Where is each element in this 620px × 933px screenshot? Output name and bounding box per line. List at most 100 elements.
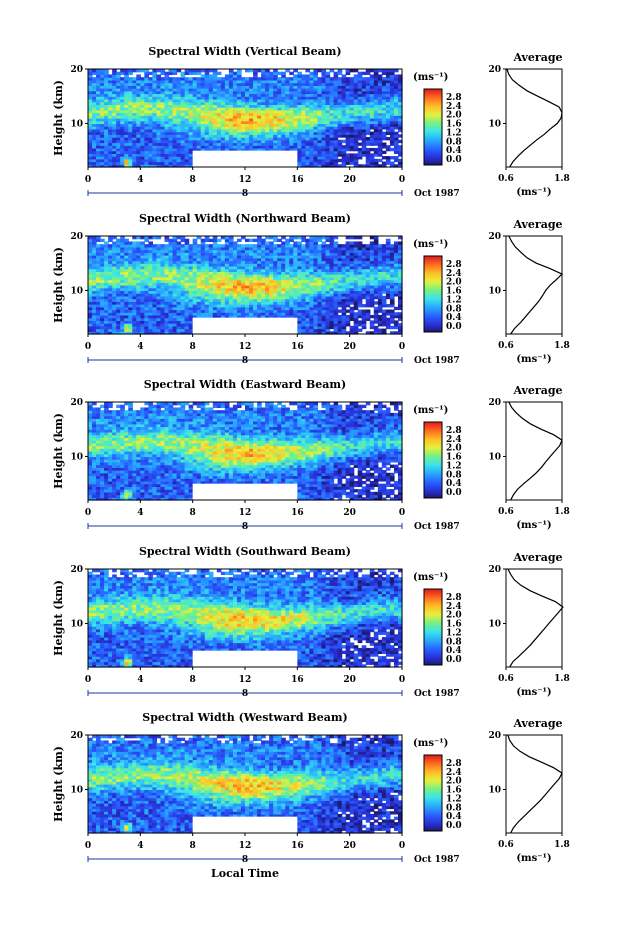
heatmap-cell	[342, 244, 347, 247]
heatmap-cell	[205, 244, 210, 247]
heatmap-cell	[233, 241, 238, 244]
heatmap-cell	[297, 72, 302, 75]
heatmap-cell	[197, 244, 202, 247]
heatmap-cell	[185, 77, 190, 80]
heatmap-cell	[362, 77, 367, 80]
heatmap-cell	[156, 244, 161, 247]
profile-y-tick-label: 10	[488, 119, 501, 129]
heatmap-cell	[394, 156, 399, 159]
heatmap-cell	[169, 77, 174, 80]
heatmap-cell	[370, 153, 375, 156]
date-marker: 8	[242, 189, 248, 199]
heatmap-cell	[326, 72, 331, 75]
heatmap-cell	[382, 162, 387, 165]
heatmap-cell	[390, 156, 395, 159]
heatmap-cell	[160, 77, 165, 80]
heatmap-cell	[317, 244, 322, 247]
heatmap-cell	[382, 143, 387, 146]
profile-x-tick-label: 0.6	[498, 174, 514, 184]
heatmap-cell	[350, 153, 355, 156]
heatmap-cell	[342, 74, 347, 77]
heatmap-cell	[330, 77, 335, 80]
heatmap-cell	[201, 74, 206, 77]
data-gap	[193, 151, 298, 168]
heatmap-cell	[217, 77, 222, 80]
x-tick-label: 12	[239, 175, 252, 185]
heatmap-cell	[293, 241, 298, 244]
heatmap-cell	[116, 239, 121, 242]
heatmap-cell	[140, 241, 145, 244]
heatmap-cell	[132, 241, 137, 244]
heatmap-cell	[181, 72, 186, 75]
heatmap-cell	[233, 72, 238, 75]
heatmap-cell	[358, 148, 363, 151]
heatmap-cell	[366, 77, 371, 80]
heatmap-cell	[249, 239, 254, 242]
heatmap-cell	[201, 239, 206, 242]
heatmap-cell	[245, 239, 250, 242]
heatmap-cell	[273, 244, 278, 247]
heatmap-cell	[305, 239, 310, 242]
heatmap-cell	[374, 148, 379, 151]
heatmap-cell	[289, 244, 294, 247]
heatmap-cell	[338, 77, 343, 80]
heatmap-cell	[209, 239, 214, 242]
heatmap-cell	[144, 244, 149, 247]
heatmap-cell	[281, 72, 286, 75]
heatmap-cell	[358, 143, 363, 146]
heatmap-cell	[148, 77, 153, 80]
heatmap-cell	[289, 77, 294, 80]
heatmap-cell	[148, 72, 153, 75]
heatmap-cell	[261, 239, 266, 242]
heatmap-cell	[293, 74, 298, 77]
heatmap-cell	[342, 140, 347, 143]
heatmap-cell	[338, 310, 343, 313]
heatmap-cell	[309, 72, 314, 75]
heatmap-cell	[132, 77, 137, 80]
heatmap-cell	[390, 148, 395, 151]
heatmap-cell	[378, 74, 383, 77]
heatmap-cell	[334, 72, 339, 75]
y-axis-label: Height (km)	[52, 80, 65, 156]
heatmap-cell	[386, 145, 391, 148]
heatmap-cell	[338, 140, 343, 143]
heatmap-cell	[289, 72, 294, 75]
heatmap-cell	[354, 74, 359, 77]
heatmap-cell	[185, 239, 190, 242]
heatmap-cell	[277, 77, 282, 80]
heatmap-cell	[346, 77, 351, 80]
heatmap-cell	[116, 72, 121, 75]
heatmap-cell	[100, 244, 105, 247]
heatmap-cell	[285, 77, 290, 80]
heatmap-cell	[370, 132, 375, 135]
heatmap-cell	[338, 159, 343, 162]
heatmap-cell	[173, 77, 178, 80]
heatmap-cell	[334, 241, 339, 244]
heatmap-cell	[181, 244, 186, 247]
heatmap-cell	[394, 74, 399, 77]
heatmap-cell	[148, 241, 153, 244]
heatmap-cell	[257, 77, 262, 80]
heatmap-cell	[241, 77, 246, 80]
heatmap-cell	[370, 148, 375, 151]
x-tick-label: 4	[137, 175, 143, 185]
heatmap-cell	[164, 244, 169, 247]
heatmap-cell	[136, 241, 141, 244]
heatmap-cell	[338, 315, 343, 318]
profile-frame	[506, 69, 562, 167]
heatmap-cell	[321, 241, 326, 244]
heatmap-cell	[108, 74, 113, 77]
heatmap-cell	[382, 132, 387, 135]
heatmap-cell	[277, 244, 282, 247]
heatmap-cell	[358, 72, 363, 75]
heatmap-cell	[156, 74, 161, 77]
heatmap-cell	[112, 241, 117, 244]
x-tick-label: 0	[399, 175, 405, 185]
heatmap-cell	[237, 239, 242, 242]
heatmap-cell	[193, 77, 198, 80]
heatmap-cell	[128, 77, 133, 80]
heatmap-cell	[189, 244, 194, 247]
heatmap-cell	[285, 239, 290, 242]
heatmap-cell	[269, 72, 274, 75]
